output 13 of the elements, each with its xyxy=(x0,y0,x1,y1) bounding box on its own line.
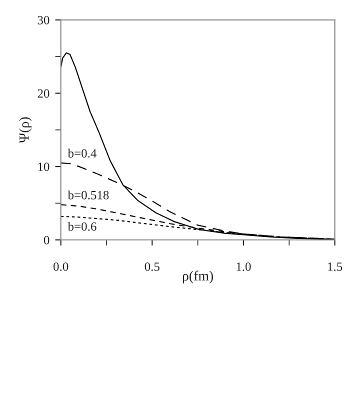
series-label: b=0.6 xyxy=(68,222,96,231)
y-tick-label: 20 xyxy=(38,89,50,98)
x-tick-label: 1.0 xyxy=(236,262,251,271)
series-label: b=0.518 xyxy=(68,190,109,200)
y-tick-label: 0 xyxy=(44,236,50,244)
x-tick-label: 1.5 xyxy=(328,262,342,271)
y-tick-label: 30 xyxy=(38,16,50,24)
y-axis-title: Ψ(ρ) xyxy=(19,117,32,144)
series-label: b=0.4 xyxy=(68,148,97,158)
x-axis-title: ρ(fm) xyxy=(182,270,214,284)
x-tick-label: 0.5 xyxy=(144,262,160,271)
y-tick-label: 10 xyxy=(38,162,50,172)
x-tick-label: 0.0 xyxy=(54,262,68,271)
